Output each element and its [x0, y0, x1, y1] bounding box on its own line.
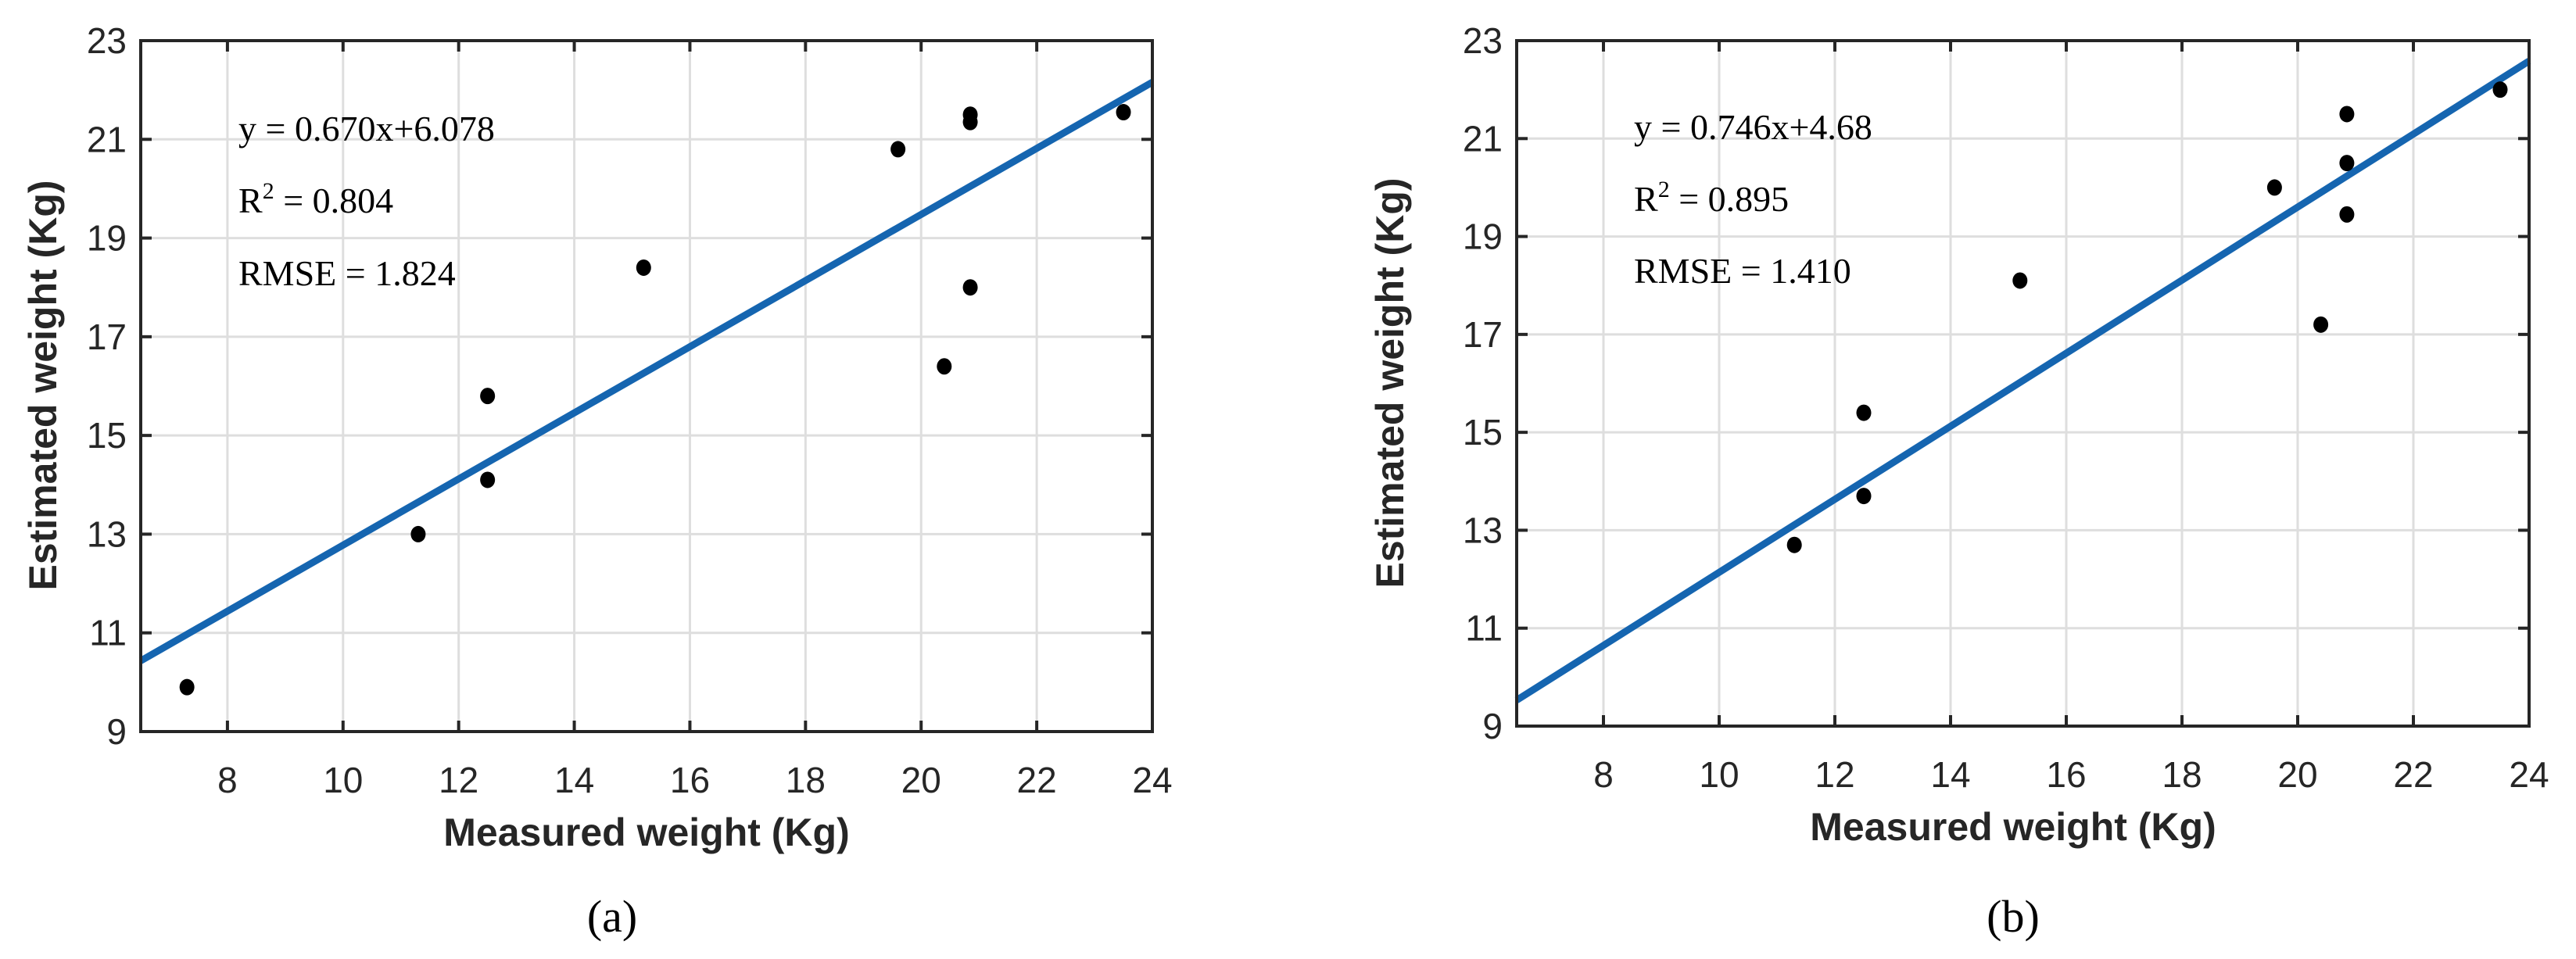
x-tick-label: 16: [2046, 754, 2086, 795]
fit-line: [138, 79, 1155, 664]
data-point: [2313, 316, 2329, 333]
y-tick-labels: 9 11 13 15 17 19 21 23: [1463, 20, 1503, 746]
x-tick-label: 18: [2162, 754, 2202, 795]
y-tick-label: 23: [1463, 20, 1503, 61]
data-point: [1786, 536, 1802, 553]
x-tick-label: 24: [2509, 754, 2549, 795]
data-point: [1116, 104, 1131, 121]
chart-a-svg: 8 10 12 14 16 18 20 22 24 9 11 13 15 17 19 21 23 y = 0.…: [21, 20, 1173, 942]
data-point: [2339, 155, 2355, 172]
y-tick-label: 15: [1463, 412, 1503, 453]
data-point: [1856, 488, 1872, 505]
data-point: [962, 279, 978, 296]
data-point: [890, 141, 906, 158]
x-tick-label: 16: [670, 760, 710, 800]
data-point: [636, 259, 651, 276]
y-tick-label: 17: [1463, 314, 1503, 355]
y-tick-label: 23: [87, 20, 127, 61]
y-tick-label: 9: [106, 711, 127, 752]
y-tick-label: 13: [87, 513, 127, 554]
regression-line: [1514, 58, 2531, 703]
x-tick-labels: 8 10 12 14 16 18 20 22 24: [1593, 754, 2549, 795]
y-tick-label: 13: [1463, 510, 1503, 550]
regression-line: [138, 79, 1155, 664]
data-point: [2492, 81, 2508, 98]
x-tick-label: 20: [901, 760, 941, 800]
x-tick-label: 20: [2277, 754, 2317, 795]
axes-frame: [1515, 39, 2531, 728]
x-axis-label: Measured weight (Kg): [443, 810, 849, 854]
y-tick-label: 9: [1482, 706, 1503, 746]
x-tick-label: 14: [1930, 754, 1970, 795]
x-tick-label: 14: [554, 760, 594, 800]
y-tick-label: 19: [1463, 216, 1503, 257]
y-tick-label: 11: [89, 613, 127, 653]
y-tick-label: 21: [1463, 118, 1503, 159]
axes-box: [139, 39, 1154, 733]
data-point: [179, 678, 195, 696]
data-point: [2012, 272, 2028, 289]
x-tick-label: 8: [217, 760, 238, 800]
x-axis-label: Measured weight (Kg): [1810, 805, 2216, 849]
x-tick-label: 22: [2393, 754, 2433, 795]
y-tick-label: 17: [87, 317, 127, 357]
data-point: [1856, 404, 1872, 421]
data-point: [480, 471, 496, 488]
y-axis-label: Estimated weight (Kg): [21, 180, 65, 590]
data-point: [937, 358, 952, 375]
fit-line: [1514, 58, 2531, 703]
data-point: [962, 113, 978, 131]
x-tick-label: 22: [1017, 760, 1057, 800]
x-tick-labels: 8 10 12 14 16 18 20 22 24: [217, 760, 1172, 800]
y-tick-label: 11: [1465, 608, 1503, 649]
fit-equation: y = 0.746x+4.68: [1634, 107, 1872, 147]
x-tick-label: 12: [1815, 754, 1854, 795]
panel-caption: (b): [1987, 891, 2040, 942]
rmse: RMSE = 1.410: [1634, 251, 1851, 291]
axes-box: [1515, 39, 2531, 728]
data-points: [179, 104, 1131, 696]
scatter-panel-b: 8 10 12 14 16 18 20 22 24 9 11 13 15 17 19 21 23 y = 0.…: [1290, 0, 2576, 959]
data-point: [480, 388, 496, 405]
y-tick-labels: 9 11 13 15 17 19 21 23: [87, 20, 127, 752]
x-tick-label: 8: [1593, 754, 1614, 795]
r-squared: R2 = 0.804: [238, 178, 393, 220]
axes-frame: [139, 39, 1154, 733]
r-squared: R2 = 0.895: [1634, 177, 1789, 219]
y-tick-label: 19: [87, 218, 127, 259]
data-point: [2266, 179, 2282, 196]
scatter-panel-a: 8 10 12 14 16 18 20 22 24 9 11 13 15 17 19 21 23 y = 0.…: [21, 20, 1173, 942]
y-tick-label: 15: [87, 415, 127, 456]
x-tick-label: 24: [1132, 760, 1172, 800]
panel-caption: (a): [587, 891, 637, 942]
fit-equation: y = 0.670x+6.078: [238, 109, 495, 149]
data-point: [2339, 106, 2355, 123]
y-axis-label: Estimated weight (Kg): [1368, 177, 1412, 588]
x-tick-label: 18: [786, 760, 826, 800]
x-tick-label: 10: [323, 760, 363, 800]
x-tick-label: 10: [1699, 754, 1739, 795]
rmse: RMSE = 1.824: [238, 253, 456, 293]
y-tick-label: 21: [87, 119, 127, 159]
data-points: [1786, 81, 2508, 553]
chart-b-svg: 8 10 12 14 16 18 20 22 24 9 11 13 15 17 19 21 23 y = 0.…: [1368, 20, 2549, 942]
data-point: [2339, 206, 2355, 223]
data-point: [410, 525, 426, 542]
x-tick-label: 12: [439, 760, 478, 800]
